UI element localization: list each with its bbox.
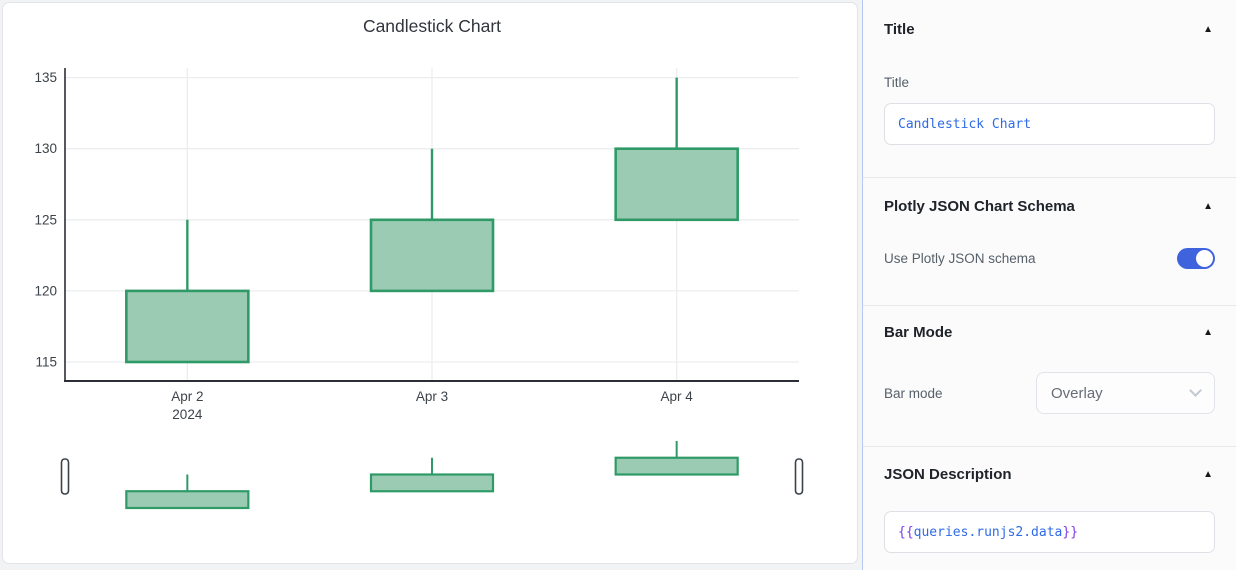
x-tick-label: Apr 3: [416, 389, 448, 404]
barmode-section-header: Bar Mode: [884, 324, 953, 341]
rangeslider-candle-body: [125, 490, 250, 510]
x-tick-label: Apr 4: [661, 389, 694, 404]
title-input-value: Candlestick Chart: [898, 116, 1032, 132]
json-description-input[interactable]: {{queries.runjs2.data}}: [884, 511, 1215, 553]
y-tick-label: 125: [34, 212, 57, 227]
bar-mode-selected-value: Overlay: [1051, 384, 1103, 402]
use-plotly-json-schema-toggle[interactable]: [1177, 248, 1215, 269]
bar-mode-field-label: Bar mode: [884, 386, 943, 401]
rangeslider-left-handle[interactable]: [60, 458, 70, 495]
chart-title: Candlestick Chart: [363, 16, 501, 36]
title-section-header: Title: [884, 21, 915, 38]
barmode-section-collapse-icon[interactable]: ▲: [1203, 327, 1213, 338]
y-tick-label: 115: [35, 355, 57, 370]
title-field-label: Title: [884, 75, 910, 90]
use-plotly-json-schema-label: Use Plotly JSON schema: [884, 251, 1036, 266]
json-description-collapse-icon[interactable]: ▲: [1203, 469, 1213, 480]
inspector-panel: Title ▲ Title Candlestick Chart Plotly J…: [862, 0, 1236, 570]
chevron-down-icon: [1189, 384, 1202, 397]
toggle-knob: [1196, 250, 1213, 267]
title-section-collapse-icon[interactable]: ▲: [1203, 24, 1213, 35]
section-divider: [863, 305, 1236, 306]
candle-body[interactable]: [125, 289, 250, 364]
rangeslider-right-handle[interactable]: [794, 458, 804, 495]
y-tick-label: 135: [34, 70, 57, 85]
x-tick-label: Apr 2: [171, 389, 203, 404]
title-input[interactable]: Candlestick Chart: [884, 103, 1215, 145]
section-divider: [863, 177, 1236, 178]
template-close-braces: }}: [1062, 524, 1079, 540]
section-divider: [863, 446, 1236, 447]
y-tick-label: 130: [34, 141, 57, 156]
rangeslider-candle-body: [369, 473, 495, 493]
candle-body[interactable]: [614, 147, 739, 222]
candlestick-chart-card: 115 120 125 130 135 Apr 2 2024 Apr 3 Apr 4 Candle…: [2, 2, 858, 564]
x-tick-sublabel: 2024: [172, 407, 203, 422]
candlestick-chart[interactable]: 115 120 125 130 135 Apr 2 2024 Apr 3 Apr 4 Candle…: [3, 3, 857, 563]
schema-section-collapse-icon[interactable]: ▲: [1203, 201, 1213, 212]
candle-body[interactable]: [369, 218, 495, 293]
rangeslider-candle-body: [614, 456, 739, 476]
y-tick-label: 120: [34, 283, 57, 298]
json-description-section-header: JSON Description: [884, 466, 1012, 483]
template-open-braces: {{: [898, 524, 914, 540]
template-expression: queries.runjs2.data: [913, 524, 1063, 540]
schema-section-header: Plotly JSON Chart Schema: [884, 198, 1075, 215]
bar-mode-select[interactable]: Overlay: [1036, 372, 1215, 414]
